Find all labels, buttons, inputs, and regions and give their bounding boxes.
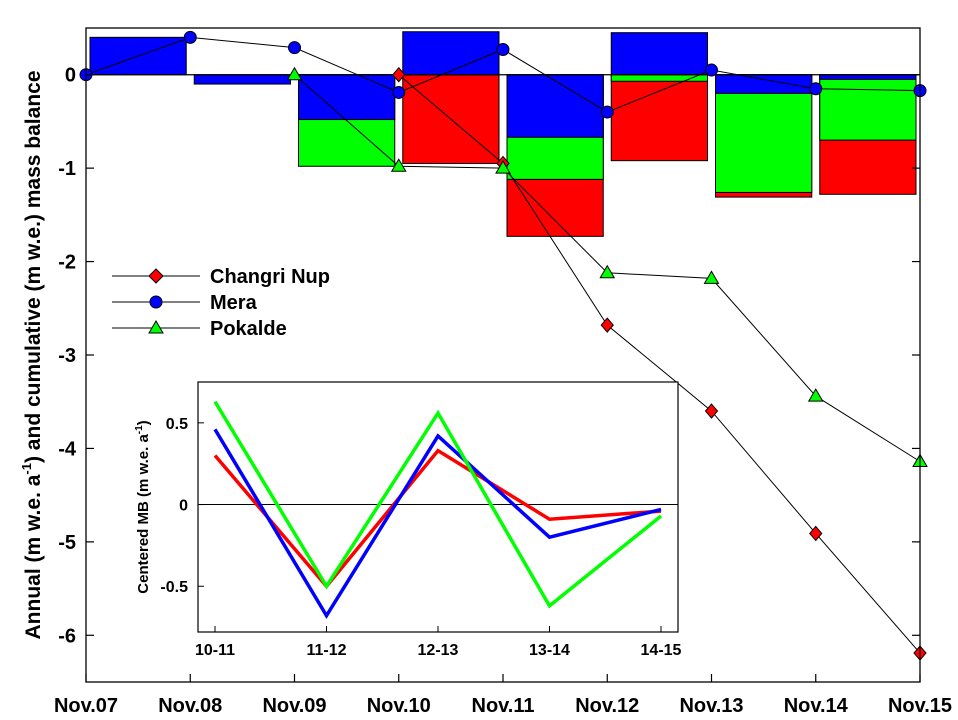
- legend-pokalde-label: Pokalde: [210, 318, 287, 340]
- main-x-tick-label: Nov.08: [158, 695, 222, 717]
- annual-bar-mera: [819, 74, 917, 80]
- marker-pokalde: [599, 264, 616, 279]
- marker-mera: [600, 105, 614, 119]
- marker-pokalde: [703, 270, 720, 284]
- legend-mera-label: Mera: [210, 292, 258, 314]
- inset-x-ticks: 10-11 11-12 12-13 13-14 14-15: [195, 626, 682, 659]
- main-x-tick-label: Nov.15: [888, 695, 952, 717]
- main-y-tick-label: -3: [58, 345, 76, 367]
- main-y-tick-label: -2: [58, 252, 76, 274]
- inset-series-line: [213, 448, 662, 589]
- main-x-tick-label: Nov.11: [472, 695, 535, 717]
- marker-changri-nup: [600, 317, 614, 333]
- main-x-tick-label: Nov.14: [784, 695, 849, 717]
- main-y-tick-label: 0: [65, 65, 76, 87]
- annual-bars: [89, 31, 917, 237]
- marker-mera: [809, 82, 823, 96]
- marker-pokalde: [286, 66, 303, 81]
- marker-mera: [392, 85, 406, 99]
- legend-changri-marker: [148, 268, 164, 284]
- inset-y-axis-title-superscript: -1: [134, 425, 145, 434]
- legend-changri-label: Changri Nup: [210, 266, 330, 288]
- marker-mera: [496, 42, 510, 56]
- main-y-axis-title-part2: ) and cumulative (m w.e.) mass balance: [22, 70, 45, 463]
- legend-mera-marker: [149, 295, 163, 309]
- marker-mera: [705, 63, 718, 77]
- main-x-tick-label: Nov.12: [575, 695, 639, 717]
- marker-pokalde: [390, 158, 407, 172]
- inset-x-tick-label: 14-15: [641, 642, 682, 659]
- inset-background: [198, 382, 678, 632]
- marker-pokalde: [807, 388, 824, 402]
- main-x-tick-label: Nov.09: [262, 695, 326, 717]
- main-y-axis-title-superscript: -1: [19, 463, 34, 475]
- annual-bar-mera: [298, 74, 396, 121]
- inset-series-line: [213, 400, 663, 609]
- annual-bar-pokalde: [819, 74, 917, 141]
- annual-bar-mera: [715, 74, 813, 94]
- inset-plot: 0.5 0 -0.5 10-11 11-12 12-13 13-14 14-15 Cente…: [134, 381, 682, 659]
- annual-bar-mera: [402, 31, 500, 76]
- inset-series-line: [213, 428, 662, 620]
- marker-changri-nup: [704, 403, 719, 419]
- inset-y-ticks: 0.5 0 -0.5: [160, 416, 204, 596]
- main-y-tick-label: -6: [58, 625, 76, 647]
- inset-y-tick-label: 0.5: [166, 416, 188, 433]
- inset-y-tick-label: 0: [179, 498, 188, 515]
- inset-y-tick-label: -0.5: [160, 579, 188, 596]
- main-y-tick-label: -4: [58, 438, 77, 460]
- annual-bar-mera: [610, 32, 708, 76]
- main-x-tick-label: Nov.10: [367, 695, 431, 717]
- legend-pokalde-marker: [148, 320, 164, 334]
- main-x-ticks: Nov.07 Nov.08 Nov.09 Nov.10 Nov.11 Nov.12 Nov.…: [54, 674, 952, 717]
- marker-changri-nup: [392, 66, 406, 83]
- main-y-tick-label: -5: [58, 532, 76, 554]
- annual-bar-mera: [506, 74, 604, 138]
- marker-mera: [288, 41, 301, 55]
- marker-changri-nup: [809, 525, 823, 542]
- inset-lines: [213, 400, 663, 620]
- main-x-tick-label: Nov.07: [54, 695, 118, 717]
- inset-x-tick-label: 13-14: [529, 642, 570, 659]
- main-y-axis-title-part1: Annual (m w.e. a: [22, 474, 45, 639]
- main-plot: 0-1-2-3-4-5-6 Nov.07 Nov.08 Nov.09 Nov.10 No…: [19, 27, 952, 717]
- inset-y-axis-title-part2: ): [135, 420, 152, 425]
- legend: Changri Nup Mera Pokalde: [112, 266, 330, 340]
- inset-x-tick-label: 10-11: [195, 642, 235, 659]
- main-y-tick-label: -1: [58, 158, 76, 180]
- inset-y-axis-title-part1: Centered MB (m w.e. a: [135, 434, 152, 594]
- cumulative-line-diamond: [398, 74, 921, 654]
- annual-bar-changri: [610, 74, 708, 162]
- main-y-axis-title: Annual (m w.e. a-1) and cumulative (m w.…: [19, 70, 45, 639]
- cumulative-markers: [79, 30, 928, 661]
- inset-x-tick-label: 12-13: [418, 642, 459, 659]
- marker-mera: [183, 30, 197, 44]
- annual-bar-mera: [193, 74, 291, 85]
- main-x-tick-label: Nov.13: [679, 695, 743, 717]
- main-y-ticks: 0 -1 -2 -3 -4 -5 -6: [58, 65, 920, 647]
- marker-pokalde: [495, 160, 511, 174]
- inset-x-tick-label: 11-12: [306, 642, 346, 659]
- inset-y-axis-title: Centered MB (m w.e. a-1): [134, 420, 152, 593]
- annual-bar-pokalde: [715, 74, 813, 193]
